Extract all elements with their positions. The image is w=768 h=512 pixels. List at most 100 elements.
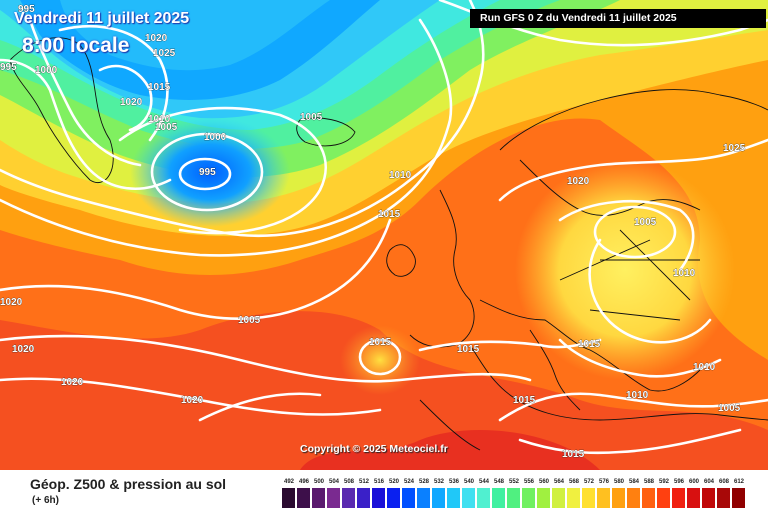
isobar-label: 1020 <box>181 395 204 406</box>
legend-swatch <box>522 488 536 508</box>
legend-swatch <box>387 488 401 508</box>
legend-swatch <box>732 488 746 508</box>
copyright-notice: Copyright © 2025 Meteociel.fr <box>300 443 448 455</box>
legend-swatch <box>537 488 551 508</box>
isobar-label: 1005 <box>155 122 178 133</box>
legend-swatch <box>672 488 686 508</box>
legend-tick-label: 564 <box>553 479 565 485</box>
legend-swatch <box>657 488 671 508</box>
legend-swatch <box>552 488 566 508</box>
isobar-label: 1015 <box>562 449 585 460</box>
forecast-step: (+ 6h) <box>32 495 59 506</box>
isobar-label: 1000 <box>204 132 227 143</box>
weather-map: 995 1020 1025 995 1000 1020 1015 1010 10… <box>0 0 768 470</box>
legend-swatch <box>567 488 581 508</box>
legend-swatch <box>432 488 446 508</box>
map-canvas: 995 1020 1025 995 1000 1020 1015 1010 10… <box>0 0 768 470</box>
isobar-label: 1020 <box>61 377 84 388</box>
colour-scale-legend: 492 496 500 504 508 512 516 520 524 528 532 536 540 5… <box>282 479 746 511</box>
legend-tick-label: 560 <box>538 479 550 485</box>
legend-swatch <box>687 488 701 508</box>
legend-swatch <box>612 488 626 508</box>
legend-tick-label: 516 <box>373 479 385 485</box>
legend-tick-label: 604 <box>703 479 715 485</box>
legend-tick-label: 588 <box>643 479 655 485</box>
isobar-label: 1025 <box>153 48 176 59</box>
map-footer: Géop. Z500 & pression au sol (+ 6h) 492 4… <box>0 470 768 512</box>
isobar-label: 1015 <box>578 339 601 350</box>
isobar-label: 1015 <box>513 395 536 406</box>
isobar-label: 1010 <box>389 170 412 181</box>
legend-swatch <box>282 488 296 508</box>
legend-swatch <box>417 488 431 508</box>
legend-tick-label: 552 <box>508 479 520 485</box>
legend-tick-label: 500 <box>313 479 325 485</box>
legend-swatch <box>642 488 656 508</box>
isobar-label: 1020 <box>145 33 168 44</box>
isobar-label: 1005 <box>634 217 657 228</box>
legend-swatch <box>702 488 716 508</box>
legend-tick-label: 572 <box>583 479 595 485</box>
isobar-label: 1000 <box>35 65 58 76</box>
legend-tick-label: 512 <box>358 479 370 485</box>
forecast-date: Vendredi 11 juillet 2025 <box>14 10 190 27</box>
isobar-label: 1010 <box>626 390 649 401</box>
legend-tick-label: 520 <box>388 479 400 485</box>
isobar-label: 1025 <box>723 143 746 154</box>
isobar-label: 1020 <box>567 176 590 187</box>
legend-swatch <box>312 488 326 508</box>
isobar-label: 1005 <box>718 403 741 414</box>
isobar-label: 995 <box>199 167 216 178</box>
legend-tick-label: 592 <box>658 479 670 485</box>
legend-tick-label: 580 <box>613 479 625 485</box>
legend-tick-label: 504 <box>328 479 340 485</box>
legend-swatch <box>342 488 356 508</box>
forecast-local-time: 8:00 locale <box>22 34 130 57</box>
map-title: Géop. Z500 & pression au sol <box>30 476 227 492</box>
isobar-label: 1015 <box>148 82 171 93</box>
legend-tick-label: 544 <box>478 479 490 485</box>
legend-swatch <box>717 488 731 508</box>
isobar-label: 995 <box>18 4 35 15</box>
legend-tick-label: 600 <box>688 479 700 485</box>
legend-tick-label: 540 <box>463 479 475 485</box>
legend-tick-label: 556 <box>523 479 535 485</box>
legend-tick-label: 524 <box>403 479 415 485</box>
isobar-label: 995 <box>0 62 17 73</box>
legend-swatch <box>627 488 641 508</box>
isobar-label: 1005 <box>238 315 261 326</box>
legend-tick-label: 492 <box>283 479 295 485</box>
legend-swatch <box>597 488 611 508</box>
legend-swatch <box>507 488 521 508</box>
legend-swatch <box>372 488 386 508</box>
legend-swatch <box>582 488 596 508</box>
isobar-label: 1005 <box>300 112 323 123</box>
isobar-label: 1010 <box>673 268 696 279</box>
legend-tick-label: 536 <box>448 479 460 485</box>
legend-tick-label: 596 <box>673 479 685 485</box>
legend-tick-label: 584 <box>628 479 640 485</box>
legend-tick-label: 568 <box>568 479 580 485</box>
isobar-label: 1010 <box>148 114 171 125</box>
model-run-banner: Run GFS 0 Z du Vendredi 11 juillet 2025 <box>470 9 766 28</box>
legend-swatch <box>447 488 461 508</box>
isobar-label: 1010 <box>693 362 716 373</box>
legend-tick-label: 532 <box>433 479 445 485</box>
legend-swatch <box>462 488 476 508</box>
legend-swatch <box>297 488 311 508</box>
legend-tick-label: 576 <box>598 479 610 485</box>
legend-tick-label: 508 <box>343 479 355 485</box>
legend-tick-label: 612 <box>733 479 745 485</box>
isobar-label: 1015 <box>369 337 392 348</box>
legend-tick-label: 608 <box>718 479 730 485</box>
legend-tick-label: 528 <box>418 479 430 485</box>
legend-swatch <box>402 488 416 508</box>
legend-swatch <box>477 488 491 508</box>
isobar-label: 1015 <box>378 209 401 220</box>
isobar-label: 1020 <box>120 97 143 108</box>
legend-tick-label: 548 <box>493 479 505 485</box>
isobar-label: 1020 <box>0 297 23 308</box>
legend-swatch <box>327 488 341 508</box>
isobar-labels: 995 1020 1025 995 1000 1020 1015 1010 10… <box>0 4 746 461</box>
legend-tick-label: 496 <box>298 479 310 485</box>
